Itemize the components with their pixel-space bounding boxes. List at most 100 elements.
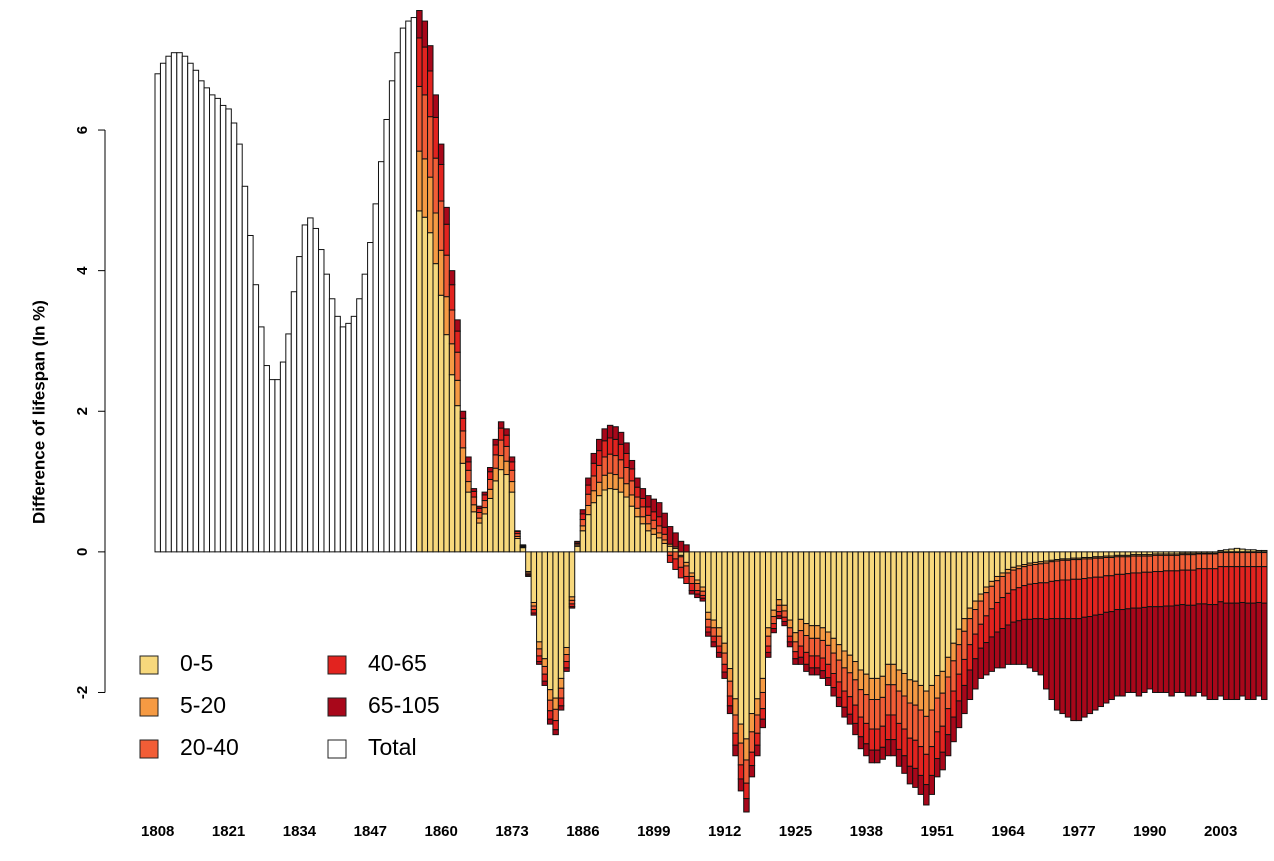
bar-segment bbox=[661, 512, 668, 528]
bar-segment bbox=[1244, 602, 1252, 701]
bar-segment bbox=[688, 590, 696, 595]
bar-segment bbox=[1250, 552, 1257, 568]
bar-segment bbox=[563, 661, 570, 669]
bar-segment bbox=[666, 526, 674, 545]
legend-label: 20-40 bbox=[180, 734, 239, 760]
bar-segment bbox=[993, 580, 1001, 603]
bar-segment bbox=[857, 689, 865, 718]
bar-segment bbox=[781, 551, 788, 606]
bar-segment bbox=[846, 713, 854, 725]
bar-segment bbox=[1081, 616, 1088, 718]
bar-segment bbox=[933, 731, 941, 760]
bar-segment bbox=[623, 483, 630, 498]
bar-segment bbox=[884, 714, 892, 741]
bar-segment bbox=[1244, 552, 1252, 568]
bar-segment bbox=[612, 438, 619, 457]
bar-segment bbox=[230, 122, 238, 553]
bar-segment bbox=[803, 551, 810, 625]
bar-segment bbox=[1059, 551, 1066, 560]
bar-segment bbox=[824, 663, 832, 679]
bar-segment bbox=[650, 511, 657, 521]
bar-segment bbox=[786, 635, 794, 643]
bar-segment bbox=[1250, 566, 1257, 604]
bar-segment bbox=[470, 490, 478, 498]
bar-segment bbox=[710, 619, 717, 629]
bar-segment bbox=[895, 669, 903, 692]
bar-segment bbox=[274, 379, 281, 553]
bar-segment bbox=[857, 716, 865, 738]
bar-segment bbox=[601, 456, 608, 476]
bar-segment bbox=[1250, 602, 1257, 701]
bar-segment bbox=[1217, 601, 1224, 697]
bar-segment bbox=[628, 468, 636, 482]
bar-segment bbox=[923, 715, 930, 755]
bar-segment bbox=[639, 488, 647, 499]
bar-segment bbox=[443, 206, 450, 225]
bar-segment bbox=[803, 623, 810, 637]
bar-segment bbox=[732, 744, 739, 757]
bar-segment bbox=[950, 690, 957, 718]
bar-segment bbox=[824, 677, 832, 686]
bar-segment bbox=[912, 680, 919, 706]
bar-segment bbox=[846, 551, 854, 656]
bar-segment bbox=[1255, 552, 1263, 568]
bar-segment bbox=[508, 481, 516, 493]
bar-segment bbox=[977, 593, 985, 602]
bar-segment bbox=[530, 612, 538, 616]
bar-segment bbox=[1124, 573, 1132, 610]
bar-segment bbox=[421, 20, 429, 48]
bar-segment bbox=[508, 491, 516, 553]
bar-segment bbox=[1162, 570, 1170, 607]
bar-segment bbox=[759, 677, 767, 693]
bar-segment bbox=[672, 547, 679, 553]
bar-segment bbox=[481, 507, 489, 515]
bar-segment bbox=[525, 551, 532, 573]
bar-segment bbox=[1032, 583, 1039, 620]
bar-segment bbox=[884, 739, 892, 757]
bar-segment bbox=[628, 505, 636, 553]
bar-segment bbox=[645, 506, 652, 516]
bar-segment bbox=[1233, 602, 1241, 701]
bar-segment bbox=[683, 575, 690, 585]
bar-segment bbox=[966, 644, 974, 671]
bar-segment bbox=[1081, 551, 1088, 558]
bar-segment bbox=[639, 516, 647, 525]
bar-segment bbox=[427, 176, 434, 234]
bar-segment bbox=[792, 641, 799, 653]
bar-segment bbox=[972, 633, 979, 660]
bar-segment bbox=[552, 729, 559, 736]
bar-segment bbox=[421, 94, 429, 160]
bar-segment bbox=[1201, 553, 1208, 570]
bar-segment bbox=[983, 551, 990, 588]
bar-segment bbox=[1162, 554, 1170, 572]
bar-segment bbox=[1119, 556, 1126, 575]
bar-segment bbox=[1070, 578, 1077, 620]
bar-segment bbox=[1075, 618, 1083, 722]
bar-segment bbox=[661, 533, 668, 541]
bar-segment bbox=[1037, 551, 1045, 563]
bar-segment bbox=[890, 684, 897, 716]
bar-segment bbox=[590, 452, 598, 464]
bar-segment bbox=[1206, 604, 1213, 701]
bar-segment bbox=[536, 648, 543, 657]
bar-segment bbox=[552, 551, 559, 699]
bar-segment bbox=[530, 609, 538, 614]
bar-segment bbox=[1108, 556, 1115, 577]
bar-segment bbox=[465, 469, 472, 483]
bar-segment bbox=[1113, 556, 1121, 575]
bar-segment bbox=[427, 232, 434, 553]
bar-segment bbox=[999, 628, 1006, 669]
bar-segment bbox=[356, 298, 363, 553]
bar-segment bbox=[884, 663, 892, 686]
bar-segment bbox=[879, 746, 886, 760]
bar-segment bbox=[530, 551, 538, 603]
bar-segment bbox=[939, 670, 946, 694]
bar-segment bbox=[1130, 555, 1137, 574]
bar-segment bbox=[874, 749, 881, 764]
bar-segment bbox=[1070, 551, 1077, 559]
bar-segment bbox=[759, 551, 767, 679]
bar-segment bbox=[868, 551, 876, 679]
bar-segment bbox=[961, 551, 968, 620]
bar-segment bbox=[1233, 552, 1241, 568]
bar-segment bbox=[890, 663, 897, 686]
